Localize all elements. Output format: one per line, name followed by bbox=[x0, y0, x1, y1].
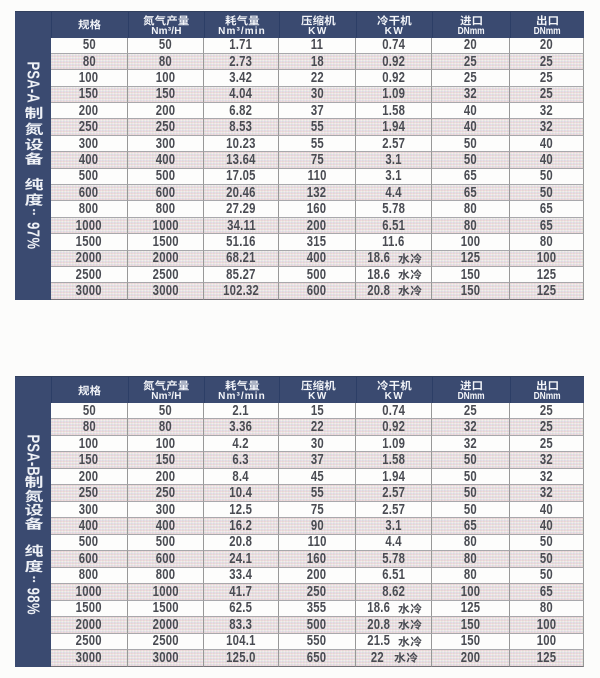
svg-text:97%: 97% bbox=[23, 222, 42, 250]
svg-text:98%: 98% bbox=[23, 588, 42, 616]
svg-text:PSA-B: PSA-B bbox=[23, 435, 42, 476]
svg-text:PSA-A: PSA-A bbox=[23, 62, 42, 103]
